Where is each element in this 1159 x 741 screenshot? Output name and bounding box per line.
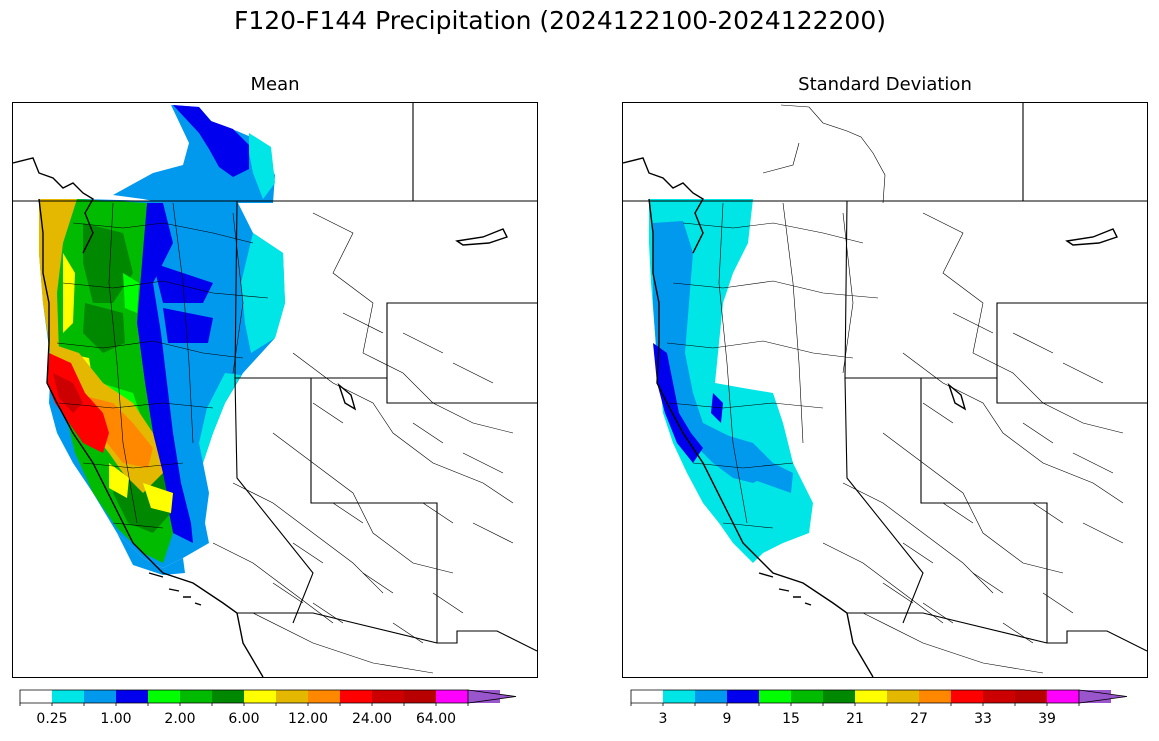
std-colorbar-segment: [695, 690, 727, 703]
std-colorbar-segment: [1015, 690, 1047, 703]
mean-colorbar-extend-arrow: [467, 689, 517, 704]
std-colorbar-segment: [791, 690, 823, 703]
std-colorbar-tick-label: 15: [782, 711, 800, 727]
std-colorbar-tick-label: 21: [846, 711, 864, 727]
mean-colorbar-segment: [308, 690, 340, 703]
mean-colorbar-tick-label: 1.00: [100, 711, 132, 727]
mean-colorbar-segment: [436, 690, 468, 703]
std-basin-outlines: [666, 104, 1124, 674]
mean-colorbar-segment: [244, 690, 276, 703]
std-colorbar-segment: [919, 690, 951, 703]
mean-colorbar-tick-label: 0.25: [36, 711, 68, 727]
colorbars: [19, 689, 1128, 706]
std-colorbar-tick-label: 39: [1038, 711, 1056, 727]
std-state-boundaries: [623, 103, 1147, 652]
std-colorbar-tick-label: 33: [974, 711, 992, 727]
figure-title: F120-F144 Precipitation (2024122100-2024…: [233, 6, 886, 35]
mean-colorbar-segment: [84, 690, 116, 703]
mean-colorbar: [19, 689, 517, 706]
std-colorbar-segment: [631, 690, 663, 703]
mean-colorbar-segment: [52, 690, 84, 703]
std-colorbar: [630, 689, 1128, 706]
std-colorbar-tick-label: 27: [910, 711, 928, 727]
mean-panel-title: Mean: [250, 74, 300, 95]
std-colorbar-segment: [727, 690, 759, 703]
std-colorbar-segment: [983, 690, 1015, 703]
std-panel-title: Standard Deviation: [798, 74, 972, 95]
std-colorbar-segment: [887, 690, 919, 703]
mean-colorbar-segment: [180, 690, 212, 703]
mean-colorbar-tick-label: 64.00: [415, 711, 457, 727]
std-colorbar-extend-arrow: [1078, 689, 1128, 704]
mean-colorbar-tick-label: 6.00: [228, 711, 260, 727]
mean-precip-fill: [39, 105, 285, 575]
mean-colorbar-segment: [404, 690, 436, 703]
std-colorbar-segment: [663, 690, 695, 703]
mean-colorbar-segment: [340, 690, 372, 703]
mean-colorbar-tick-label: 2.00: [164, 711, 196, 727]
mean-colorbar-tick-label: 12.00: [287, 711, 329, 727]
mean-colorbar-segment: [148, 690, 180, 703]
std-colorbar-segment: [823, 690, 855, 703]
mean-state-boundaries: [13, 103, 537, 652]
mean-basin-outlines: [56, 202, 514, 674]
std-precipitation-map: [622, 102, 1148, 678]
mean-precipitation-map: [12, 102, 538, 678]
std-coastline: [623, 157, 1118, 677]
mean-colorbar-segment: [212, 690, 244, 703]
mean-colorbar-segment: [276, 690, 308, 703]
std-colorbar-tick-label: 9: [722, 711, 732, 727]
std-colorbar-tick-label: 3: [658, 711, 668, 727]
std-precip-fill: [649, 199, 813, 563]
std-colorbar-segment: [759, 690, 791, 703]
mean-colorbar-segment: [116, 690, 148, 703]
mean-colorbar-segment: [372, 690, 404, 703]
mean-colorbar-tick-label: 24.00: [351, 711, 393, 727]
std-colorbar-segment: [951, 690, 983, 703]
std-colorbar-segment: [855, 690, 887, 703]
std-colorbar-segment: [1047, 690, 1079, 703]
mean-colorbar-segment: [20, 690, 52, 703]
mean-coastline: [13, 157, 508, 677]
